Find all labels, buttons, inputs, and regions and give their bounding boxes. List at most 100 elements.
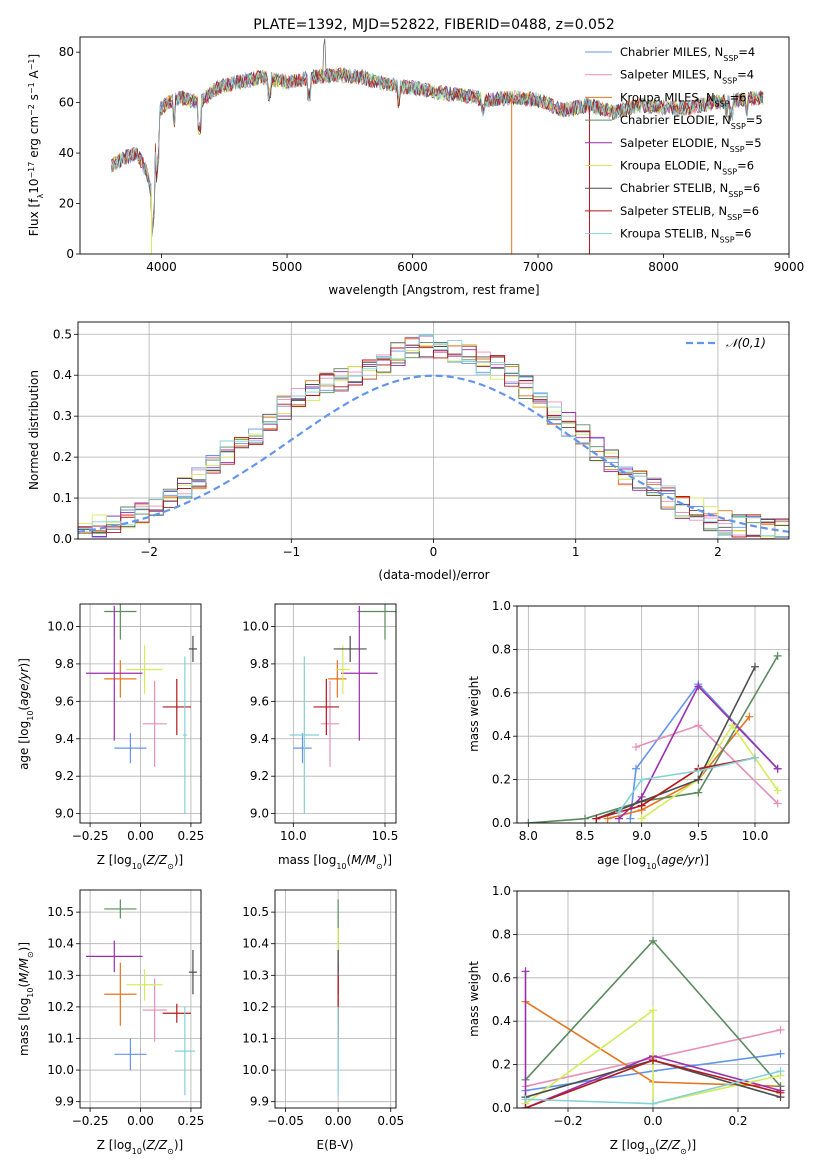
label-part: Z/Z [146, 853, 168, 867]
weight-marker [521, 1104, 530, 1108]
y-tick-label: 0.0 [492, 1101, 511, 1115]
y-tick-label: 10.2 [242, 1000, 269, 1014]
label-part: )] [700, 853, 709, 867]
x-tick-label: 7000 [523, 260, 554, 274]
label-part: SSP [723, 54, 738, 63]
label-part: age/yr [661, 853, 700, 867]
y-axis-label: mass [log10(M/M⊙)] [17, 942, 35, 1056]
x-tick-label: 0 [430, 545, 438, 559]
weight-marker [626, 814, 635, 823]
x-tick-label: −0.2 [553, 1114, 582, 1128]
axes-frame [516, 605, 790, 824]
weight-marker [694, 775, 703, 784]
x-tick-label: 10.5 [372, 829, 399, 843]
weight-marker [776, 1067, 785, 1076]
y-tick-label: 0.8 [492, 642, 511, 656]
label-part: SSP [730, 144, 745, 153]
label-part: SSP [722, 167, 737, 176]
y-tick-label: 0.8 [492, 927, 511, 941]
weight-marker [637, 775, 646, 784]
y-tick-label: 9.2 [55, 769, 74, 783]
weight-marker [649, 1099, 657, 1108]
x-axis-label: E(B-V) [316, 1138, 353, 1152]
x-tick-label: −0.25 [72, 829, 109, 843]
y-tick-label: 10.4 [47, 937, 74, 951]
y-tick-label: 0.4 [53, 368, 72, 382]
normal-curve [78, 374, 789, 533]
label-part: =5 [746, 113, 763, 127]
weight-marker [694, 682, 703, 691]
x-tick-label: 0.05 [377, 1114, 404, 1128]
label-part: Kroupa ELODIE, N [620, 159, 722, 173]
y-axis-label: Normed distribution [27, 370, 41, 490]
histograms [78, 334, 789, 539]
y-tick-label: 9.6 [55, 694, 74, 708]
label-part: Z/Z [146, 1138, 168, 1152]
spectrum-lines [111, 38, 764, 254]
label-part: s [27, 94, 41, 104]
weight-marker [637, 801, 646, 810]
y-tick-label: 0.4 [492, 1014, 511, 1028]
weight-marker [615, 808, 623, 817]
label-part: Z/Z [659, 1138, 681, 1152]
label-part: Chabrier STELIB, N [620, 181, 728, 195]
label-part: λ [36, 194, 45, 199]
weight-lines [524, 651, 782, 823]
axes-frame [79, 889, 202, 1109]
label-part: ⊙ [26, 951, 35, 958]
y-axis-label: mass weight [467, 961, 481, 1037]
weight-marker [776, 1025, 785, 1034]
y-tick-label: 0.0 [53, 532, 72, 546]
weight-marker [728, 721, 737, 730]
label-part: log [626, 1138, 644, 1152]
label-part: ( [347, 853, 352, 867]
label-part: erg cm [27, 116, 41, 162]
label-part: ( [142, 853, 147, 867]
label-part: =4 [738, 45, 755, 59]
weight-marker [521, 1095, 530, 1104]
y-tick-label: 10.0 [242, 619, 269, 633]
label-part: SSP [731, 122, 746, 131]
y-tick-label: 9.6 [250, 694, 269, 708]
label-part: SSP [728, 190, 743, 199]
weight-marker [694, 766, 703, 775]
label-part: )] [174, 853, 183, 867]
label-part: Flux [f [27, 198, 41, 236]
legend-entry: Salpeter MILES, NSSP=4 [620, 68, 754, 86]
weight-marker [773, 786, 782, 795]
x-tick-label: 9000 [774, 260, 805, 274]
axes-frame [79, 603, 202, 824]
weight-marker [773, 764, 782, 773]
label-part: Chabrier ELODIE, N [620, 113, 731, 127]
label-part: 10 [27, 179, 41, 194]
y-axis-label: mass weight [467, 676, 481, 752]
errorbars [86, 604, 197, 814]
y-tick-label: 9.0 [55, 807, 74, 821]
y-tick-label: 20 [59, 197, 74, 211]
x-tick-label: 8.0 [519, 829, 538, 843]
label-part: Kroupa MILES, N [620, 90, 715, 104]
label-part: ] [27, 54, 41, 59]
x-tick-label: 0.00 [127, 829, 154, 843]
x-tick-label: −2 [140, 545, 158, 559]
label-part: ( [656, 853, 661, 867]
weight-marker [637, 814, 646, 823]
label-part: Salpeter STELIB, N [620, 204, 727, 218]
y-tick-label: 10.3 [47, 968, 74, 982]
legend-entry: Chabrier MILES, NSSP=4 [620, 45, 755, 63]
x-tick-label: −1 [282, 545, 300, 559]
x-axis-label: (data-model)/error [378, 568, 489, 582]
x-tick-label: −0.25 [72, 1114, 109, 1128]
y-tick-label: 9.4 [250, 732, 269, 746]
x-tick-label: 9.5 [689, 829, 708, 843]
legend-entry: Salpeter STELIB, NSSP=6 [620, 204, 759, 222]
weight-line [524, 971, 781, 1108]
axes-frame [274, 889, 397, 1109]
x-tick-label: 8.5 [575, 829, 594, 843]
label-part: SSP [720, 235, 735, 244]
errorbars [289, 604, 396, 814]
spectrum-line [111, 67, 764, 237]
label-part: 10 [132, 1147, 142, 1156]
histogram-series [78, 335, 789, 539]
x-tick-label: 4000 [146, 260, 177, 274]
